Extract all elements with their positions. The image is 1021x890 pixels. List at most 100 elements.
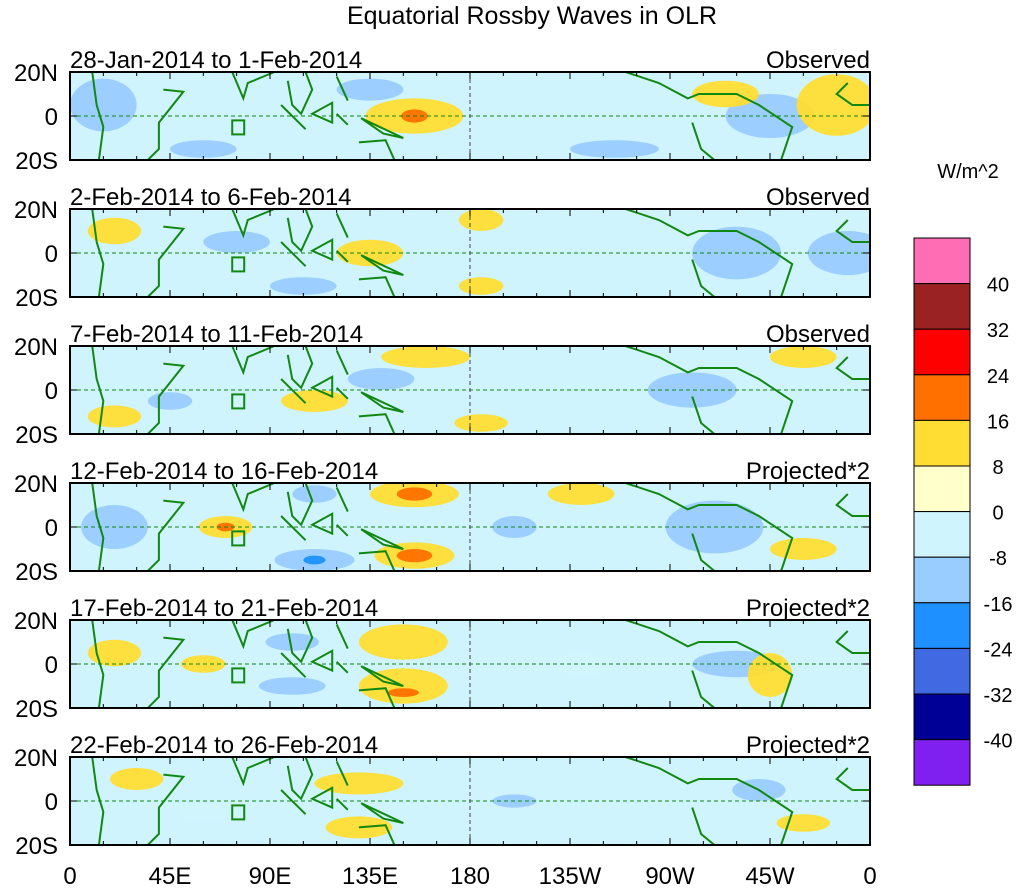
colorbar-label: 24 [987,366,1009,388]
colorbar-units-label: W/m^2 [937,161,999,183]
colorbar-label: 32 [987,320,1009,342]
colorbar-bin [913,374,971,421]
x-tick-label: 90W [645,863,695,890]
x-tick-label: 0 [863,863,876,890]
chart-title: Equatorial Rossby Waves in OLR [347,2,717,30]
colorbar-bin [913,511,971,558]
coastline [625,72,870,160]
coastline [280,212,404,297]
olr-anomaly-contour [454,414,508,432]
panel-date-range: 22-Feb-2014 to 26-Feb-2014 [70,732,378,759]
panel-type-label: Observed [766,321,870,348]
y-tick-label: 20S [15,559,58,586]
olr-anomaly-contour [770,346,837,368]
olr-anomaly-contour [87,639,142,667]
olr-anomaly-contour [547,483,615,505]
colorbar-label: 0 [992,503,1003,525]
coastline [280,623,404,708]
y-tick-label: 20S [15,833,58,860]
y-tick-label: 0 [45,652,58,679]
olr-anomaly-contour [258,677,326,695]
colorbar-bin [913,602,971,649]
olr-anomaly-contour [358,624,448,660]
olr-anomaly-contour [776,814,830,832]
coastline [280,75,404,160]
colorbar-bin [913,465,971,513]
olr-anomaly-contour [770,538,837,560]
olr-anomaly-contour [314,772,404,795]
x-tick-label: 135W [539,863,602,890]
y-tick-label: 0 [45,378,58,405]
coastline-madagascar-box [231,804,246,821]
panel-type-label: Projected*2 [746,732,870,759]
olr-anomaly-contour [265,633,319,651]
olr-anomaly-contour [387,688,419,697]
olr-anomaly-contour [110,768,164,790]
y-tick-label: 20N [14,608,58,635]
olr-anomaly-contour [170,140,237,158]
colorbar-bin [913,419,971,467]
map-panel: 20N 0 20S 17-Feb-2014 to 21-Feb-2014 Project… [14,595,871,723]
x-tick-label: 90E [249,863,292,890]
panel-date-range: 12-Feb-2014 to 16-Feb-2014 [70,458,378,485]
colorbar-bin [913,739,971,786]
coastline [625,346,870,434]
panel-type-label: Projected*2 [746,458,870,485]
colorbar-label: 40 [987,275,1009,297]
map-panel: 20N 0 20S 2-Feb-2014 to 6-Feb-2014 Observed [14,184,871,312]
coastline-madagascar-box [231,393,246,410]
colorbar-bin [913,693,971,741]
panel-type-label: Projected*2 [746,595,870,622]
coastline-madagascar-box [231,119,246,136]
colorbar-bin [913,647,971,695]
colorbar-bin [913,328,971,376]
x-tick-label: 135E [342,863,398,890]
olr-anomaly-contour [292,485,337,503]
colorbar-bin [913,237,971,285]
coastline [280,486,404,571]
colorbar-label: 8 [992,457,1003,479]
olr-anomaly-contour [87,405,142,428]
coastline-madagascar-box [231,530,246,547]
coastline [280,760,404,845]
colorbar-label: -32 [984,685,1013,707]
olr-anomaly-contour [396,549,433,563]
olr-anomaly-contour [570,140,659,158]
colorbar-bin [913,556,971,604]
map-panel: 20N 0 20S 28-Jan-2014 to 1-Feb-2014 Observed [14,47,871,175]
olr-anomaly-contour [796,74,870,136]
map-panel: 20N 0 20S 7-Feb-2014 to 11-Feb-2014 Observed [14,321,871,449]
map-panel: 20N 0 20S 22-Feb-2014 to 26-Feb-2014 Project… [14,732,871,860]
olr-anomaly-contour [147,392,193,410]
colorbar-label: -8 [989,548,1007,570]
y-tick-label: 0 [45,515,58,542]
y-tick-label: 20S [15,148,58,175]
y-tick-label: 20N [14,60,58,87]
olr-anomaly-contour [458,209,504,231]
y-tick-label: 0 [45,789,58,816]
y-tick-label: 0 [45,241,58,268]
y-tick-label: 20S [15,285,58,312]
olr-anomaly-contour [303,555,326,565]
x-tick-label: 180 [450,863,490,890]
coastline [625,757,870,845]
y-tick-label: 20S [15,696,58,723]
olr-anomaly-contour [70,78,137,132]
olr-anomaly-contour [270,277,337,295]
panel-date-range: 2-Feb-2014 to 6-Feb-2014 [70,184,352,211]
coastline [625,620,870,708]
olr-anomaly-contour [396,487,433,501]
map-panel: 20N 0 20S 12-Feb-2014 to 16-Feb-2014 Project… [14,458,871,586]
coastline [625,483,870,571]
olr-anomaly-contour [336,78,404,101]
olr-anomaly-contour [87,217,142,245]
coastline-madagascar-box [231,256,246,273]
coastline-madagascar-box [231,667,246,684]
olr-anomaly-contour [325,816,393,839]
olr-anomaly-contour [203,231,270,253]
panel-date-range: 17-Feb-2014 to 21-Feb-2014 [70,595,378,622]
x-tick-label: 45E [149,863,192,890]
panel-date-range: 28-Jan-2014 to 1-Feb-2014 [70,47,362,74]
